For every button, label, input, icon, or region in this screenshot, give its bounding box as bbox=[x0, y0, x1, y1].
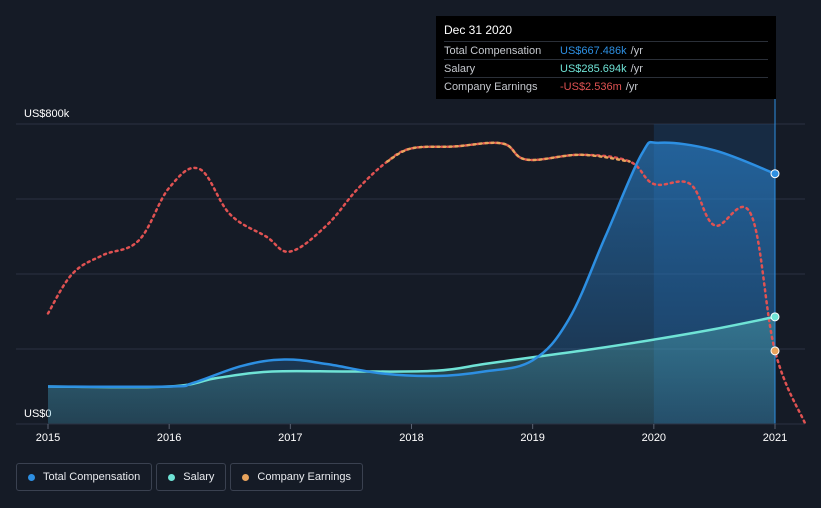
tooltip-row-total-compensation: Total Compensation US$667.486k /yr bbox=[444, 41, 768, 59]
tooltip-unit: /yr bbox=[630, 62, 643, 75]
tooltip-label: Total Compensation bbox=[444, 44, 542, 57]
x-tick-label: 2016 bbox=[157, 432, 181, 444]
tooltip-row-company-earnings: Company Earnings -US$2.536m /yr bbox=[444, 77, 768, 95]
tooltip-unit: /yr bbox=[625, 80, 638, 93]
series-lines bbox=[46, 140, 807, 426]
x-tick-label: 2020 bbox=[642, 432, 666, 444]
salary-marker bbox=[770, 312, 780, 322]
x-tick-label: 2018 bbox=[399, 432, 423, 444]
legend-dot-icon bbox=[242, 473, 250, 481]
tooltip-date: Dec 31 2020 bbox=[444, 23, 513, 37]
salary-area bbox=[48, 316, 775, 424]
legend-label: Total Compensation bbox=[43, 471, 141, 483]
x-tick-label: 2021 bbox=[763, 432, 787, 444]
salary-line bbox=[47, 315, 776, 389]
total-compensation-marker bbox=[770, 169, 780, 179]
tooltip-label: Company Earnings bbox=[444, 80, 538, 93]
area-fills bbox=[48, 142, 775, 424]
legend-item-salary[interactable]: Salary bbox=[156, 463, 227, 491]
y-tick-label: US$0 bbox=[24, 408, 52, 420]
company-earnings-positive-line bbox=[386, 141, 631, 163]
tooltip-label: Salary bbox=[444, 62, 476, 75]
tooltip-value: US$667.486k bbox=[560, 44, 627, 57]
tooltip-unit: /yr bbox=[630, 44, 643, 57]
x-tick-label: 2015 bbox=[36, 432, 60, 444]
series-markers bbox=[770, 169, 780, 356]
legend: Total Compensation Salary Company Earnin… bbox=[16, 463, 363, 491]
legend-dot-icon bbox=[28, 473, 35, 481]
tooltip: Dec 31 2020 Total Compensation US$667.48… bbox=[436, 16, 776, 99]
x-tick-label: 2017 bbox=[278, 432, 302, 444]
tooltip-value: -US$2.536m bbox=[560, 80, 622, 93]
tooltip-value: US$285.694k bbox=[560, 62, 627, 75]
axis-ticks: 2015 2016 2017 2018 2019 2020 2021 bbox=[16, 423, 805, 444]
legend-label: Company Earnings bbox=[257, 471, 351, 483]
y-tick-label: US$800k bbox=[24, 108, 70, 120]
tooltip-row-salary: Salary US$285.694k /yr bbox=[444, 59, 768, 77]
total-compensation-line bbox=[47, 140, 776, 389]
legend-item-company-earnings[interactable]: Company Earnings bbox=[230, 463, 363, 491]
x-tick-label: 2019 bbox=[520, 432, 544, 444]
legend-label: Salary bbox=[183, 471, 215, 483]
legend-item-total-compensation[interactable]: Total Compensation bbox=[16, 463, 153, 491]
company-earnings-marker bbox=[770, 346, 780, 356]
legend-dot-icon bbox=[168, 473, 176, 481]
